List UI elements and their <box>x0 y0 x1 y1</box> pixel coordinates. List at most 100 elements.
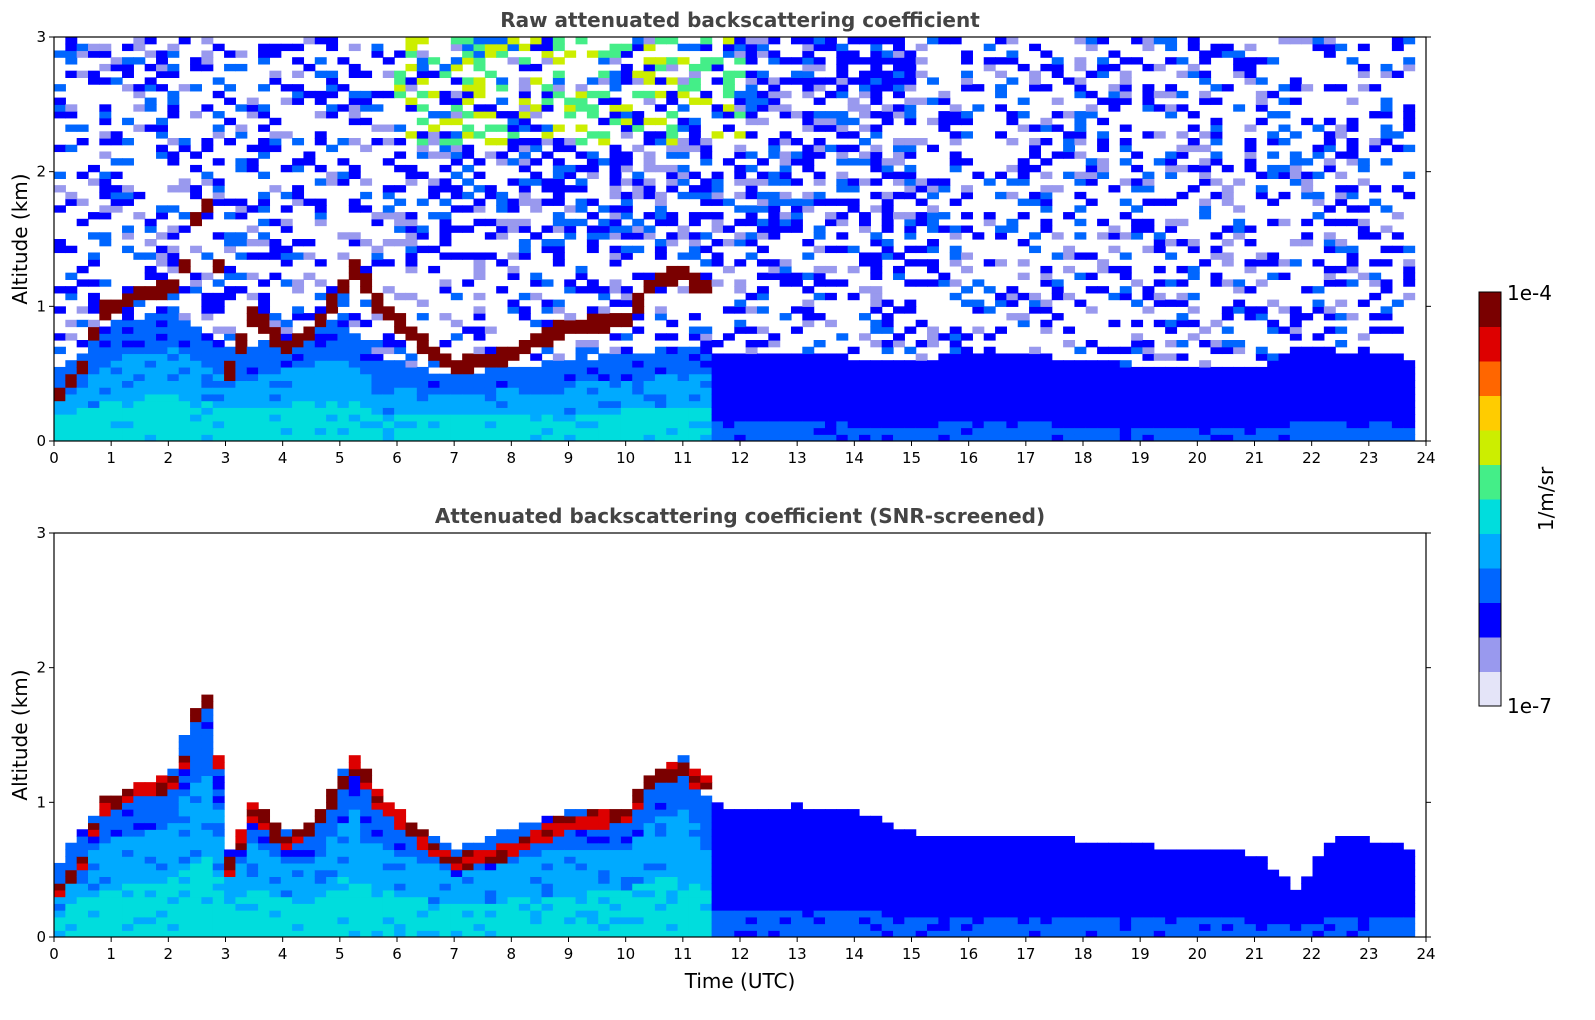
heatmap-cell <box>348 111 361 119</box>
heatmap-cell <box>54 876 66 884</box>
heatmap-cell <box>1278 111 1291 119</box>
heatmap-cell <box>280 191 293 200</box>
heatmap-cell <box>927 77 939 85</box>
heatmap-cell <box>212 427 225 435</box>
heatmap-cell <box>201 876 214 884</box>
heatmap-cell <box>768 259 781 267</box>
heatmap-cell <box>870 239 883 247</box>
heatmap-cell <box>303 836 316 844</box>
heatmap-cell <box>99 883 112 891</box>
heatmap-cell <box>881 373 894 381</box>
heatmap-cell <box>598 138 611 146</box>
heatmap-cell <box>632 232 645 240</box>
heatmap-cell <box>1391 212 1404 220</box>
heatmap-cell <box>110 407 123 415</box>
heatmap-cell <box>518 916 531 925</box>
heatmap-cell <box>360 802 373 810</box>
heatmap-cell <box>1063 151 1076 159</box>
heatmap-cell <box>99 366 112 375</box>
heatmap-cell <box>1063 77 1076 85</box>
heatmap-cell <box>700 138 713 146</box>
heatmap-cell <box>1097 70 1110 78</box>
heatmap-cell <box>133 883 146 891</box>
heatmap-cell <box>575 84 588 92</box>
heatmap-cell <box>1301 407 1314 415</box>
heatmap-cell <box>575 380 588 388</box>
heatmap-cell <box>995 131 1007 139</box>
heatmap-cell <box>280 883 293 891</box>
heatmap-cell <box>700 97 713 105</box>
heatmap-cell <box>496 387 509 395</box>
heatmap-cell <box>598 306 611 314</box>
heatmap-cell <box>586 225 599 233</box>
heatmap-cell <box>938 90 951 99</box>
heatmap-cell <box>394 869 407 877</box>
heatmap-cell <box>99 131 112 139</box>
heatmap-cell <box>915 212 928 220</box>
heatmap-cell <box>394 225 407 233</box>
heatmap-cell <box>1040 393 1053 402</box>
x-tick-label: 10 <box>616 449 635 467</box>
heatmap-cell <box>552 138 565 146</box>
heatmap-cell <box>303 353 316 361</box>
heatmap-cell <box>88 883 100 891</box>
heatmap-cell <box>348 876 361 884</box>
heatmap-cell <box>530 37 543 45</box>
heatmap-cell <box>1346 353 1359 361</box>
heatmap-cell <box>802 191 815 200</box>
heatmap-cell <box>65 849 78 857</box>
heatmap-cell <box>881 414 894 422</box>
heatmap-cell <box>405 420 418 429</box>
heatmap-cell <box>1108 434 1121 441</box>
heatmap-cell <box>326 373 339 381</box>
heatmap-cell <box>405 414 418 422</box>
heatmap-cell <box>450 37 463 45</box>
heatmap-cell <box>1074 420 1087 429</box>
heatmap-cell <box>1233 427 1246 435</box>
heatmap-cell <box>586 158 599 166</box>
heatmap-cell <box>484 910 497 918</box>
heatmap-cell <box>1369 144 1382 153</box>
heatmap-cell <box>394 829 407 837</box>
heatmap-cell <box>1131 205 1144 213</box>
heatmap-cell <box>178 842 191 851</box>
heatmap-cell <box>722 400 735 408</box>
heatmap-cell <box>711 57 724 65</box>
heatmap-cell <box>178 373 191 381</box>
heatmap-cell <box>167 232 180 240</box>
heatmap-cell <box>360 420 373 429</box>
heatmap-cell <box>99 829 112 837</box>
heatmap-cell <box>1165 171 1178 179</box>
heatmap-cell <box>190 218 202 227</box>
heatmap-cell <box>609 407 622 415</box>
heatmap-cell <box>416 37 429 45</box>
heatmap-cell <box>122 185 134 193</box>
heatmap-cell <box>507 205 520 213</box>
heatmap-cell <box>575 151 588 159</box>
heatmap-cell <box>677 400 690 408</box>
heatmap-cell <box>802 420 815 429</box>
heatmap-cell <box>280 400 293 408</box>
heatmap-cell <box>110 836 123 844</box>
heatmap-cell <box>212 77 225 85</box>
heatmap-cell <box>326 400 339 408</box>
heatmap-cell <box>598 286 611 294</box>
heatmap-cell <box>439 380 452 388</box>
heatmap-cell <box>1085 70 1098 78</box>
heatmap-cell <box>110 869 123 877</box>
heatmap-cell <box>360 883 373 891</box>
heatmap-cell <box>586 340 599 348</box>
heatmap-cell <box>779 393 792 402</box>
heatmap-cell <box>1176 299 1189 307</box>
heatmap-cell <box>915 414 928 422</box>
heatmap-cell <box>734 279 747 287</box>
heatmap-cell <box>1063 407 1076 415</box>
heatmap-cell <box>1176 387 1189 395</box>
heatmap-cell <box>1221 340 1234 348</box>
heatmap-cell <box>836 198 849 206</box>
heatmap-cell <box>1142 178 1155 186</box>
heatmap-cell <box>756 178 769 186</box>
heatmap-cell <box>1312 212 1325 220</box>
heatmap-cell <box>927 340 939 348</box>
heatmap-cell <box>1221 427 1234 435</box>
